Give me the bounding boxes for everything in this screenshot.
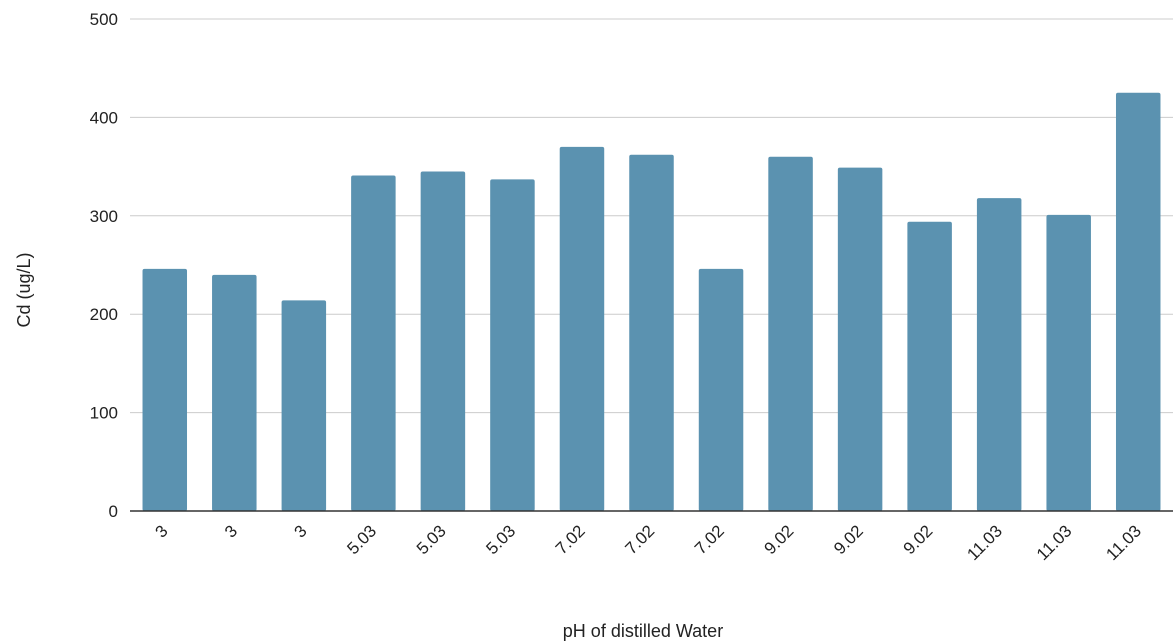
bar — [281, 300, 327, 511]
bar — [907, 221, 952, 512]
bar — [837, 167, 883, 512]
x-tick-label: 7.02 — [621, 521, 658, 558]
x-tick-label: 3 — [291, 521, 311, 541]
bar — [559, 146, 605, 512]
x-tick-label: 7.02 — [552, 521, 589, 558]
bar — [142, 268, 188, 511]
x-tick-label: 5.03 — [482, 521, 519, 558]
x-tick-label: 11.03 — [1102, 521, 1145, 564]
x-tick-label: 3 — [221, 521, 241, 541]
x-axis-title: pH of distilled Water — [563, 621, 723, 641]
y-tick-label: 0 — [109, 502, 118, 521]
bar — [490, 179, 535, 511]
y-tick-label: 300 — [90, 207, 118, 226]
y-tick-label: 400 — [90, 108, 118, 127]
y-tick-label: 200 — [90, 305, 118, 324]
x-tick-label: 11.03 — [1033, 521, 1076, 564]
x-tick-labels: 3 3 3 5.03 5.03 5.03 7.02 7.02 7.02 9.02 9.02 9.02 1… — [151, 521, 1145, 564]
bar — [1046, 214, 1091, 512]
y-tick-label: 500 — [90, 10, 118, 29]
bar — [212, 274, 257, 511]
x-tick-label: 9.02 — [830, 521, 867, 558]
x-tick-label: 3 — [151, 521, 171, 541]
bar — [698, 268, 744, 511]
x-tick-label: 5.03 — [343, 521, 380, 558]
bar — [976, 198, 1022, 511]
y-axis-title: Cd (ug/L) — [14, 252, 34, 327]
bar — [1115, 92, 1161, 512]
x-tick-label: 7.02 — [691, 521, 728, 558]
bar — [351, 175, 396, 511]
bar — [629, 154, 674, 512]
bars — [142, 92, 1161, 512]
bar — [420, 171, 466, 511]
x-tick-label: 11.03 — [963, 521, 1006, 564]
x-tick-label: 9.02 — [761, 521, 798, 558]
bar — [768, 156, 813, 511]
y-tick-labels: 0 100 200 300 400 500 — [90, 10, 118, 521]
x-tick-label: 9.02 — [900, 521, 937, 558]
y-tick-label: 100 — [90, 404, 118, 423]
x-tick-label: 5.03 — [413, 521, 450, 558]
